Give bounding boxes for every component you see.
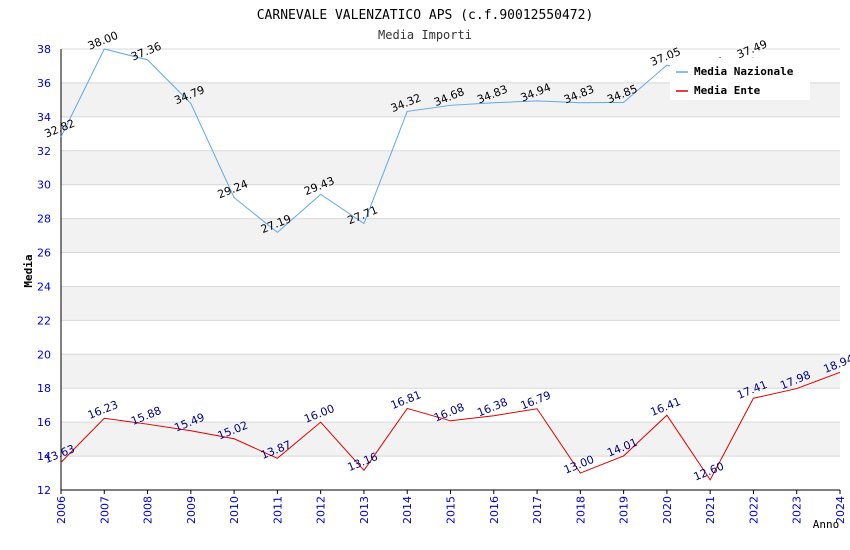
x-tick-label: 2023 [791, 496, 804, 524]
y-tick-label: 32 [37, 145, 51, 158]
legend-box [670, 58, 810, 100]
x-tick-label: 2013 [358, 496, 371, 524]
series-line-media-nazionale [60, 48, 754, 234]
y-tick-label: 20 [37, 348, 51, 361]
x-tick-label: 2008 [142, 496, 155, 524]
x-tick-label: 2010 [228, 496, 241, 524]
x-tick-label: 2019 [618, 496, 631, 524]
y-tick-label: 14 [37, 450, 51, 463]
y-tick-label: 28 [37, 213, 51, 226]
x-tick-label: 2016 [488, 496, 501, 524]
grid-band [61, 422, 840, 457]
grid-band [61, 354, 840, 389]
y-tick-label: 18 [37, 382, 51, 395]
y-tick-label: 24 [37, 280, 51, 293]
x-tick-label: 2018 [574, 496, 587, 524]
legend: Media Nazionale Media Ente [670, 58, 810, 100]
x-tick-label: 2015 [445, 496, 458, 524]
chart-title: CARNEVALE VALENZATICO APS (c.f.900125504… [257, 8, 594, 23]
x-tick-label: 2011 [271, 496, 284, 524]
grid-band [61, 150, 840, 185]
legend-label-media-nazionale: Media Nazionale [694, 65, 794, 78]
y-tick-label: 12 [37, 484, 51, 497]
grid-band [61, 286, 840, 321]
x-tick-label: 2006 [55, 496, 68, 524]
data-label-media-ente: 13.63 [43, 442, 77, 466]
y-tick-label: 38 [37, 43, 51, 56]
y-tick-label: 22 [37, 314, 51, 327]
x-tick-label: 2012 [315, 496, 328, 524]
data-label-media-ente: 16.41 [649, 395, 683, 419]
x-tick-label: 2020 [661, 496, 674, 524]
x-tick-label: 2017 [531, 496, 544, 524]
y-tick-label: 34 [37, 111, 51, 124]
x-tick-label: 2009 [185, 496, 198, 524]
y-tick-label: 30 [37, 179, 51, 192]
data-label-media-ente: 16.23 [86, 398, 120, 422]
x-tick-label: 2007 [98, 496, 111, 524]
grid-band [61, 218, 840, 253]
chart-subtitle: Media Importi [378, 28, 472, 42]
series-line-media-ente [60, 371, 841, 481]
y-axis-label: Media [22, 254, 35, 287]
legend-label-media-ente: Media Ente [694, 84, 761, 97]
y-tick-label: 36 [37, 77, 51, 90]
x-tick-label: 2021 [704, 496, 717, 524]
x-tick-label: 2014 [401, 496, 414, 524]
y-tick-label: 16 [37, 416, 51, 429]
x-tick-label: 2022 [747, 496, 760, 524]
y-tick-label: 26 [37, 247, 51, 260]
x-axis-label: Anno [813, 518, 840, 531]
data-label-media-ente: 16.81 [389, 388, 423, 412]
data-label-media-ente: 12.60 [692, 460, 726, 484]
x-tick-label: 2024 [834, 496, 847, 524]
